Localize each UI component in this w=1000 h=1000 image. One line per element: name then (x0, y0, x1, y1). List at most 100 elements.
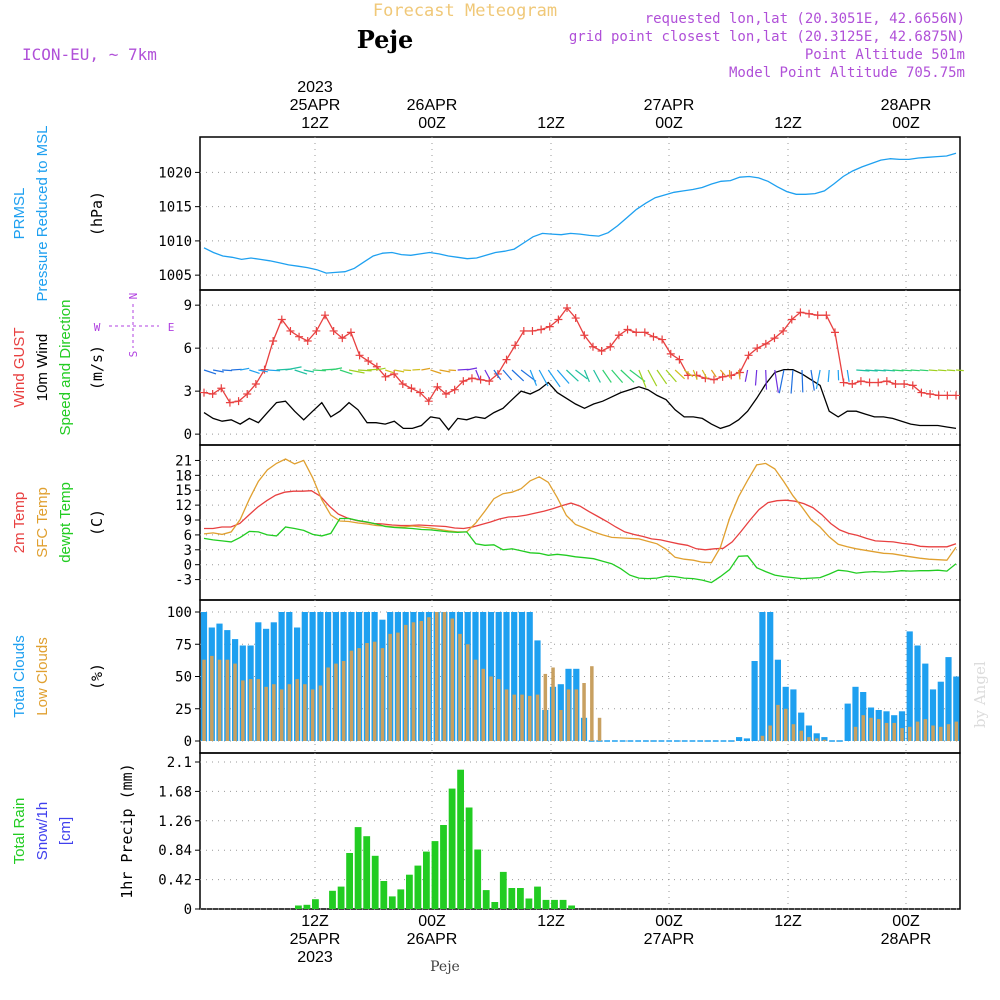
low-cloud-bar (892, 722, 896, 741)
rain-bar (491, 902, 499, 909)
wind-arrow (846, 369, 850, 382)
wind-arrow (394, 369, 405, 373)
low-cloud-bar (225, 659, 230, 741)
wind-arrow (448, 369, 457, 372)
low-cloud-bar (365, 643, 369, 741)
gust-marker (839, 378, 848, 387)
wind-arrow (212, 369, 224, 373)
total-cloud-bar (844, 703, 851, 741)
y-tick-label: 0.84 (158, 843, 192, 859)
low-cloud-bar (380, 648, 385, 741)
low-cloud-bar (931, 725, 935, 741)
total-cloud-bar (534, 640, 541, 741)
gust-marker (295, 332, 304, 341)
rain-bar (388, 896, 396, 909)
gust-marker (934, 391, 943, 400)
wind-arrow (754, 369, 758, 386)
gust-marker (796, 308, 805, 317)
gust-marker (588, 342, 597, 351)
total-cloud-bar (929, 689, 937, 741)
low-cloud-bar (939, 726, 943, 741)
gust-marker (614, 331, 623, 340)
wind-arrow (285, 366, 302, 371)
rain-bar (354, 827, 362, 909)
time-label: 12Z (537, 913, 565, 930)
panel-frame (199, 444, 961, 601)
low-cloud-bar (559, 710, 563, 741)
gust-marker (787, 315, 796, 324)
bar-group (200, 612, 960, 742)
wind-arrow (493, 369, 502, 381)
low-cloud-bar (776, 704, 780, 741)
rain-bar (482, 890, 490, 909)
time-label: 26APR (407, 931, 458, 948)
y-tick-label: 12 (175, 498, 192, 514)
low-cloud-bar (853, 726, 858, 741)
low-cloud-bar (915, 721, 920, 741)
wind-arrow (778, 369, 785, 394)
wind-arrow (375, 367, 386, 371)
series-line (203, 152, 957, 274)
time-label: 27APR (644, 97, 695, 114)
rain-bar (363, 836, 371, 909)
low-cloud-bar (349, 650, 354, 741)
rain-bar (559, 899, 567, 909)
series-line (203, 368, 957, 431)
gust-marker (943, 391, 952, 400)
total-cloud-bar (278, 612, 285, 741)
total-cloud-bar (852, 686, 859, 741)
wind-arrow (638, 369, 647, 388)
wind-arrow (556, 369, 570, 384)
wind-arrow (810, 369, 815, 391)
panel-frame (199, 752, 961, 910)
panel-frame (199, 289, 961, 446)
gust-marker (303, 336, 312, 345)
total-cloud-bar (751, 661, 758, 741)
wind-arrow (312, 369, 326, 372)
gust-marker (329, 326, 338, 335)
wind-direction-arrows (203, 366, 964, 394)
total-cloud-bar (922, 663, 929, 741)
unit-label: (m/s) (88, 345, 106, 390)
gust-marker (545, 322, 554, 331)
rain-bar (534, 886, 541, 909)
gust-marker (200, 388, 208, 397)
wind-arrow (547, 369, 561, 388)
wind-arrow (744, 369, 749, 382)
total-cloud-bar (301, 612, 308, 741)
low-cloud-bar (458, 633, 462, 741)
low-cloud-bar (357, 648, 361, 741)
low-cloud-bar (489, 676, 493, 741)
low-cloud-bar (869, 717, 873, 741)
compass-rose: W E N S (94, 293, 175, 358)
panel-label: dewpt Temp (57, 482, 74, 563)
wind-arrow (484, 369, 491, 380)
gust-marker (321, 311, 330, 320)
wind-arrow (874, 369, 886, 372)
low-cloud-bar (435, 612, 439, 741)
low-cloud-bar (310, 689, 315, 741)
gust-marker (511, 341, 520, 350)
y-tick-label: 3 (184, 384, 192, 400)
gust-marker (208, 390, 217, 399)
gust-marker (675, 355, 684, 364)
wind-arrow (602, 369, 612, 383)
gust-marker (364, 357, 373, 366)
time-label: 28APR (881, 931, 932, 948)
low-cloud-bar (543, 673, 548, 741)
gust-marker (830, 328, 839, 337)
y-tick-label: 75 (175, 637, 192, 653)
rain-bar (474, 849, 482, 909)
wind-arrow (565, 369, 579, 382)
y-tick-label: 50 (175, 670, 192, 686)
low-cloud-bar (473, 659, 478, 741)
low-cloud-bar (551, 667, 555, 741)
wind-arrow (865, 369, 878, 372)
rain-bar (414, 865, 422, 909)
low-cloud-bar (946, 724, 951, 741)
gust-marker (917, 388, 926, 397)
y-tick-label: 1010 (158, 234, 192, 250)
time-label: 12Z (301, 913, 329, 930)
wind-arrow (575, 369, 588, 380)
wind-arrow (385, 369, 394, 374)
